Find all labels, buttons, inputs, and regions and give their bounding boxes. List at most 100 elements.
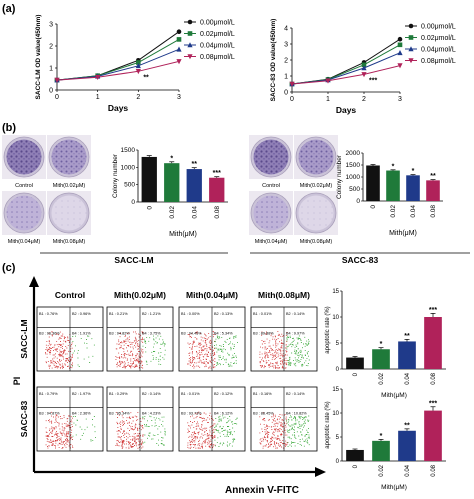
x-tick-label: 1 [326,96,330,103]
quadrant-label: B1 : 0.01% [253,312,272,316]
data-point [361,65,367,71]
y-tick-label: 2 [49,44,53,51]
legend-marker [408,23,414,29]
quadrant-label: B2 : 0.14% [286,392,305,396]
colony-stain [253,195,289,231]
flow-plot: B1 : 0.76% B2 : 0.96% B3 : 96.36% B4 : 1.91… [36,306,104,372]
x-tick-label: 0.08 [430,205,437,218]
legend-marker [408,46,414,52]
quadrant-label: B3 : 94.45% [181,331,202,335]
x-tick-label: 3 [398,96,402,103]
live-cell-dots [259,412,288,449]
quadrant-label: B1 : 0.29% [109,392,128,396]
flow-x-axis-label: Annexin V-FITC [225,485,299,496]
data-point [176,46,182,52]
y-tick-label: 0 [49,88,53,95]
dish-label: Mith(0.08μM) [300,239,333,245]
flow-plot: B1 : 0.01% B2 : 0.12% B3 : 93.73% B4 : 6.12… [178,386,246,452]
data-point [136,60,141,65]
y-tick-label: 3 [49,22,53,29]
bar [406,175,420,201]
x-tick-label: 0 [353,464,359,468]
apoptotic-cell-dots [214,335,238,367]
significance-mark: *** [429,400,437,407]
legend-marker [408,58,414,64]
flow-axes [29,276,326,477]
series-line [56,60,180,81]
flow-column-header: Mith(0.02μM) [114,290,166,300]
x-tick-label: 0.02 [390,205,397,218]
bar [372,440,390,461]
quadrant-label: B4 : 1.91% [72,331,91,335]
x-tick-label: 0.02 [169,206,176,219]
bar [346,357,364,369]
quadrant-label: B4 : 6.12% [214,411,233,415]
y-tick-label: 10 [332,411,339,417]
apoptotic-cell-dots [214,415,238,447]
y-tick-label: 500 [349,186,360,193]
colony-stain [51,195,87,231]
live-cell-dots [115,331,144,369]
cell-label-sacc-lm: SACC-LM [114,255,153,265]
y-tick-label: 2 [284,58,288,65]
panel-label-a: (a) [2,3,16,15]
series-line [291,65,401,85]
apoptotic-cell-dots [72,415,96,442]
x-tick-label: 0.02 [379,372,385,384]
dish-label: Control [15,183,33,189]
quadrant-label: B4 : 5.34% [214,331,233,335]
y-axis-label: SACC-83 OD value(450nm) [270,19,277,102]
bar [398,341,416,369]
quadrant-label: B1 : 0.00% [181,312,200,316]
x-tick-label: 0 [353,372,359,376]
legend-marker [187,19,193,25]
y-tick-label: 0 [336,367,340,373]
flow-plot: B1 : 0.21% B2 : 1.21% B3 : 94.82% B4 : 3.75… [106,306,174,372]
legend-marker [187,54,193,60]
legend-marker [187,31,193,36]
x-tick-label: 0 [55,94,59,101]
significance-mark: ** [430,173,436,180]
significance-mark: * [392,163,395,170]
y-tick-label: 15 [332,289,339,295]
apoptotic-cell-dots [142,335,166,366]
bar [386,170,400,201]
apoptotic-cell-dots [72,335,95,367]
apoptotic-cell-dots [286,415,310,447]
dish-label: Mith(0.02μM) [300,183,333,189]
x-tick-label: 0.08 [431,464,437,476]
quadrant-label: B4 : 2.36% [72,411,91,415]
colony-dish-group-sacc-83: Control Mith(0.02μM) Mith(0.04μM) Mith(0.08… [249,135,338,245]
dish-label: Mith(0.08μM) [53,239,86,245]
quadrant-label: B4 : 9.97% [286,331,305,335]
y-axis-label: apoptotic rate (%) [325,306,331,353]
x-tick-label: 0 [146,206,153,210]
legend-label: 0.00μmol/L [200,20,235,27]
quadrant-label: B1 : 0.79% [39,392,58,396]
flow-column-header: Mith(0.08μM) [258,290,310,300]
data-point [176,29,182,34]
live-cell-dots [187,331,216,369]
significance-mark: *** [213,170,221,177]
x-tick-label: 0.08 [431,372,437,384]
significance-annotation: ** [143,74,149,81]
series-line [56,31,180,81]
dish-label: Mith(0.04μM) [255,239,288,245]
dish-label: Mith(0.02μM) [53,183,86,189]
y-tick-label: 0 [356,198,360,205]
x-tick-label: 0.04 [405,464,411,476]
legend-label: 0.04μmol/L [200,43,235,50]
apoptotic-cell-dots [142,415,166,446]
series-line [291,44,401,85]
x-axis-label: Mith(μM) [389,230,417,237]
data-point [176,59,182,65]
cell-label-sacc-83: SACC-83 [342,255,379,265]
significance-mark: *** [429,307,437,314]
data-point [135,63,141,69]
colony-stain [51,139,87,175]
bar-chart-colony-sacc-83: 0 500 1000 1500 2000 0 * 0.02 * 0.04 ** 0.08 Mith(μM… [336,150,443,237]
data-point [54,77,60,83]
legend-label: 0.02μmol/L [421,35,456,42]
x-axis-label: Mith(μM) [169,231,197,238]
quadrant-label: B4 : 10.82% [286,411,307,415]
